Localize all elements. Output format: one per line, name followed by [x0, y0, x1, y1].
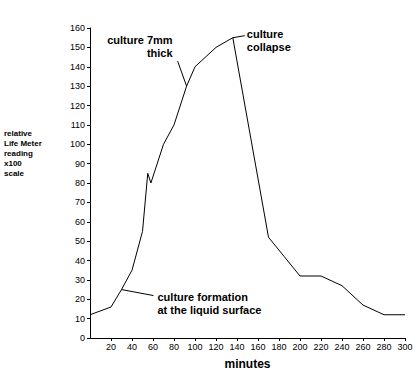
svg-text:30: 30	[75, 275, 85, 285]
svg-text:100: 100	[187, 342, 202, 352]
svg-text:x100: x100	[4, 159, 22, 168]
svg-text:relative: relative	[4, 129, 33, 138]
svg-text:90: 90	[75, 159, 85, 169]
svg-text:80: 80	[169, 342, 179, 352]
svg-text:100: 100	[70, 139, 85, 149]
svg-text:120: 120	[70, 101, 85, 111]
svg-text:culture formation: culture formation	[158, 291, 249, 303]
svg-text:0: 0	[80, 333, 85, 343]
svg-text:300: 300	[397, 342, 412, 352]
svg-text:140: 140	[70, 62, 85, 72]
svg-text:40: 40	[75, 256, 85, 266]
svg-text:80: 80	[75, 178, 85, 188]
svg-text:Life Meter: Life Meter	[4, 139, 42, 148]
svg-text:20: 20	[106, 342, 116, 352]
svg-text:240: 240	[334, 342, 349, 352]
svg-text:culture 7mm: culture 7mm	[107, 34, 173, 46]
svg-text:50: 50	[75, 236, 85, 246]
svg-text:160: 160	[250, 342, 265, 352]
svg-text:minutes: minutes	[224, 357, 270, 371]
svg-text:130: 130	[70, 81, 85, 91]
svg-text:70: 70	[75, 197, 85, 207]
svg-text:60: 60	[148, 342, 158, 352]
svg-text:200: 200	[292, 342, 307, 352]
svg-text:60: 60	[75, 217, 85, 227]
svg-text:180: 180	[271, 342, 286, 352]
svg-text:110: 110	[71, 120, 85, 130]
svg-text:220: 220	[313, 342, 328, 352]
svg-text:scale: scale	[4, 169, 25, 178]
svg-text:120: 120	[208, 342, 223, 352]
svg-text:40: 40	[127, 342, 137, 352]
svg-text:260: 260	[355, 342, 370, 352]
svg-text:thick: thick	[147, 47, 174, 59]
svg-text:140: 140	[229, 342, 244, 352]
svg-text:150: 150	[70, 42, 85, 52]
svg-text:reading: reading	[4, 149, 33, 158]
svg-text:280: 280	[376, 342, 391, 352]
svg-text:collapse: collapse	[247, 41, 291, 53]
svg-text:at the liquid surface: at the liquid surface	[158, 304, 262, 316]
svg-text:10: 10	[75, 314, 85, 324]
svg-text:160: 160	[70, 23, 85, 33]
svg-text:20: 20	[75, 294, 85, 304]
svg-text:culture: culture	[247, 28, 284, 40]
